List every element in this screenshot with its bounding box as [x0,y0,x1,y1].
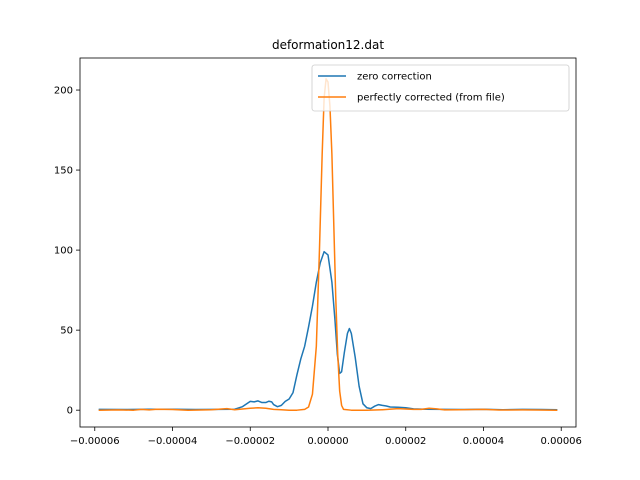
axis-ticks: −0.00006 −0.00004 −0.00002 0.00000 0.00002 0.… [54,86,582,447]
y-tick-label: 0 [67,406,73,417]
x-tick-label: 0.00004 [463,436,504,447]
legend-label-1: zero correction [357,72,432,83]
plot-frame [79,57,577,428]
y-tick-label: 200 [54,86,73,97]
legend-label-2: perfectly corrected (from file) [357,93,505,104]
y-tick-label: 150 [54,166,73,177]
chart-title: deformation12.dat [272,38,384,52]
y-tick-label: 100 [54,246,73,257]
x-tick-label: −0.00004 [148,436,198,447]
x-tick-label: 0.00002 [385,436,426,447]
x-tick-label: −0.00002 [225,436,275,447]
x-tick-label: 0.00000 [307,436,348,447]
x-tick-label: 0.00006 [541,436,582,447]
legend-box [311,64,570,112]
legend: zero correction perfectly corrected (from… [311,64,570,112]
series-line-1 [98,250,558,411]
x-tick-label: −0.00006 [70,436,120,447]
y-tick-label: 50 [60,326,73,337]
